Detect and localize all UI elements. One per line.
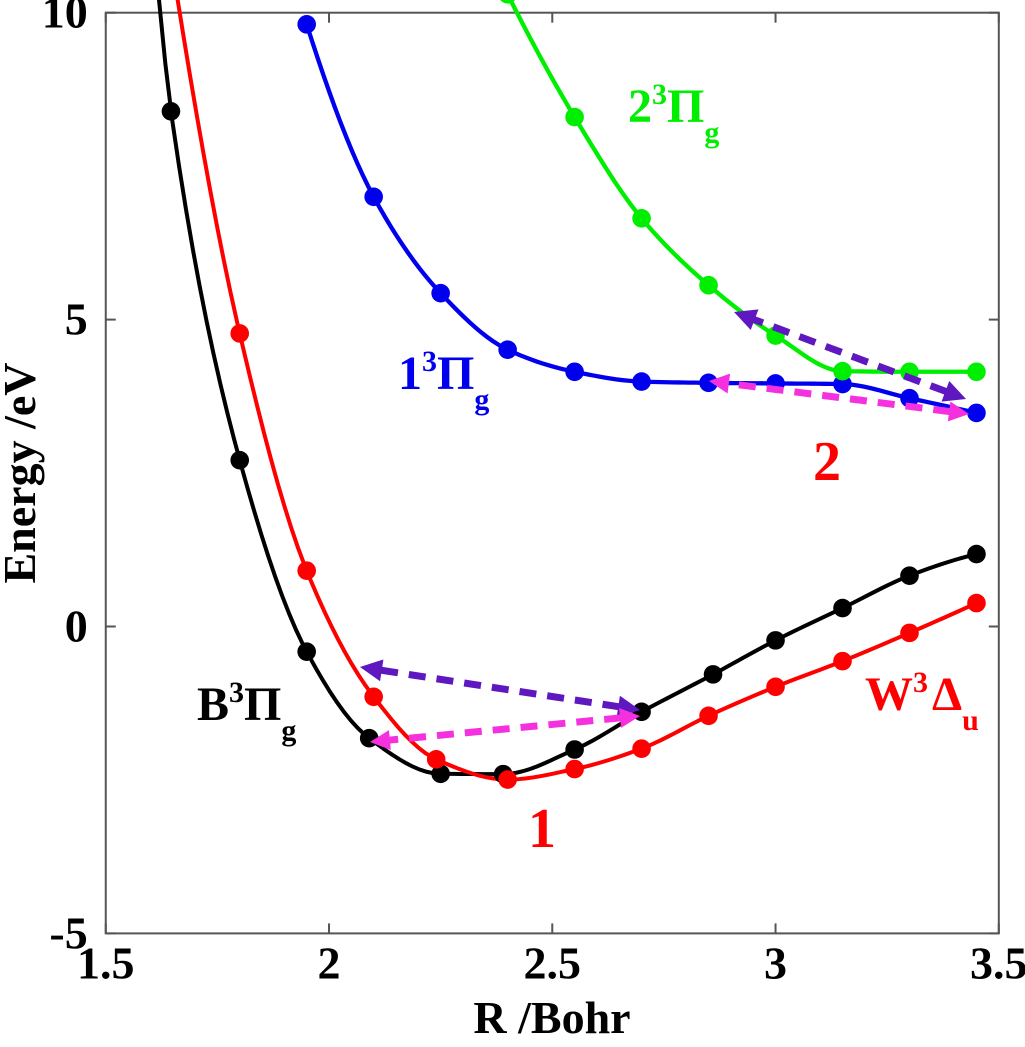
svg-text:5: 5	[65, 294, 88, 345]
svg-text:-5: -5	[49, 907, 87, 958]
svg-text:3: 3	[764, 937, 787, 988]
svg-text:10: 10	[42, 0, 88, 38]
svg-text:3.5: 3.5	[970, 937, 1025, 988]
svg-text:0: 0	[65, 601, 88, 652]
svg-text:2.5: 2.5	[524, 937, 582, 988]
svg-text:Energy /eV: Energy /eV	[0, 362, 45, 583]
svg-text:2: 2	[318, 937, 341, 988]
svg-text:R /Bohr: R /Bohr	[473, 992, 630, 1042]
svg-text:2: 2	[813, 431, 841, 493]
svg-text:1: 1	[528, 798, 556, 860]
